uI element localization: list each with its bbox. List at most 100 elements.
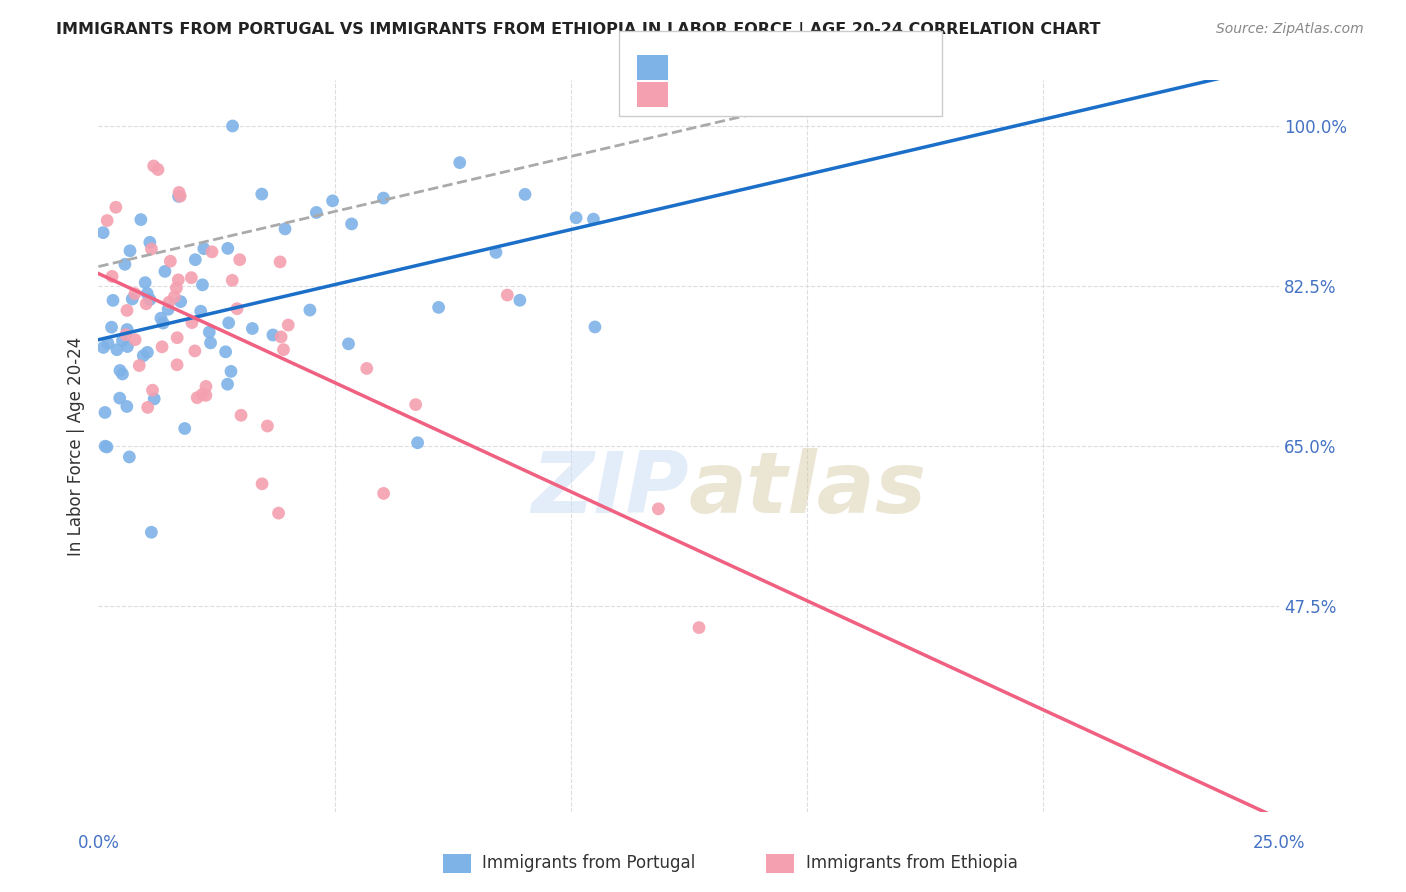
Point bbox=[134, 276, 156, 290]
Point bbox=[157, 295, 180, 310]
Point bbox=[427, 301, 450, 315]
Point bbox=[142, 159, 165, 173]
Text: Immigrants from Portugal: Immigrants from Portugal bbox=[482, 855, 696, 872]
Point bbox=[181, 316, 204, 330]
Point bbox=[373, 486, 395, 500]
Point bbox=[356, 361, 378, 376]
Point bbox=[201, 244, 224, 259]
Text: 67: 67 bbox=[845, 59, 868, 77]
Point bbox=[166, 358, 188, 372]
Point bbox=[167, 189, 190, 203]
Point bbox=[93, 341, 115, 355]
Point bbox=[262, 328, 284, 343]
Point bbox=[219, 364, 242, 378]
Point bbox=[273, 343, 295, 357]
Point bbox=[115, 400, 138, 414]
Y-axis label: In Labor Force | Age 20-24: In Labor Force | Age 20-24 bbox=[66, 336, 84, 556]
Point bbox=[565, 211, 588, 225]
Point bbox=[250, 476, 273, 491]
Point bbox=[167, 186, 190, 200]
Point bbox=[298, 303, 321, 318]
Point bbox=[167, 273, 190, 287]
Point bbox=[305, 205, 328, 219]
Text: 0.0%: 0.0% bbox=[77, 834, 120, 852]
Point bbox=[217, 377, 239, 392]
Text: ZIP: ZIP bbox=[531, 449, 689, 532]
Point bbox=[153, 264, 176, 278]
Point bbox=[194, 388, 217, 402]
Point bbox=[191, 277, 214, 292]
Point bbox=[688, 621, 710, 635]
Point bbox=[582, 212, 605, 227]
Point bbox=[340, 217, 363, 231]
Point bbox=[124, 286, 146, 301]
Point bbox=[226, 301, 249, 316]
Point bbox=[200, 335, 222, 350]
Point bbox=[91, 226, 114, 240]
Point bbox=[96, 440, 118, 454]
Point bbox=[141, 383, 163, 397]
Point bbox=[221, 273, 243, 287]
Point bbox=[270, 330, 292, 344]
Point bbox=[104, 200, 127, 214]
Point bbox=[513, 187, 536, 202]
Point bbox=[141, 242, 163, 256]
Point bbox=[405, 398, 427, 412]
Point bbox=[146, 162, 169, 177]
Point bbox=[143, 392, 166, 406]
Point bbox=[186, 391, 208, 405]
Point bbox=[108, 363, 131, 377]
Point bbox=[449, 155, 471, 169]
Point bbox=[229, 409, 252, 423]
Point bbox=[228, 252, 250, 267]
Point bbox=[117, 339, 139, 353]
Point bbox=[136, 401, 159, 415]
Point bbox=[256, 419, 278, 434]
Point bbox=[118, 450, 141, 464]
Point bbox=[111, 367, 134, 381]
Point bbox=[269, 255, 291, 269]
Point bbox=[198, 325, 221, 339]
Point bbox=[169, 189, 191, 203]
Point bbox=[121, 292, 143, 306]
Point bbox=[240, 321, 263, 335]
Point bbox=[149, 311, 172, 326]
Text: 0.236: 0.236 bbox=[717, 59, 776, 77]
Point bbox=[337, 336, 360, 351]
Text: IMMIGRANTS FROM PORTUGAL VS IMMIGRANTS FROM ETHIOPIA IN LABOR FORCE | AGE 20-24 : IMMIGRANTS FROM PORTUGAL VS IMMIGRANTS F… bbox=[56, 22, 1101, 38]
Point bbox=[373, 191, 395, 205]
Text: 49: 49 bbox=[845, 86, 869, 103]
Point bbox=[190, 304, 212, 318]
Point bbox=[115, 303, 138, 318]
Point bbox=[101, 269, 124, 284]
Point bbox=[496, 288, 519, 302]
Text: R =: R = bbox=[679, 59, 716, 77]
Point bbox=[277, 318, 299, 332]
Point bbox=[105, 343, 128, 357]
Point bbox=[136, 286, 159, 301]
Text: Source: ZipAtlas.com: Source: ZipAtlas.com bbox=[1216, 22, 1364, 37]
Text: atlas: atlas bbox=[689, 449, 927, 532]
Point bbox=[217, 241, 239, 255]
Point bbox=[406, 435, 429, 450]
Point bbox=[94, 439, 117, 453]
Point bbox=[97, 336, 120, 351]
Point bbox=[509, 293, 531, 308]
Point bbox=[101, 293, 124, 308]
Point bbox=[124, 333, 146, 347]
Text: N =: N = bbox=[799, 86, 846, 103]
Point bbox=[108, 391, 131, 405]
Point bbox=[141, 525, 163, 540]
Point bbox=[194, 379, 217, 393]
Point bbox=[180, 270, 202, 285]
Point bbox=[128, 359, 150, 373]
Point bbox=[132, 349, 155, 363]
Point bbox=[96, 213, 118, 227]
Point bbox=[136, 345, 159, 359]
Point bbox=[218, 316, 240, 330]
Point bbox=[150, 340, 173, 354]
Text: Immigrants from Ethiopia: Immigrants from Ethiopia bbox=[806, 855, 1018, 872]
Point bbox=[114, 257, 136, 271]
Point bbox=[94, 405, 117, 419]
Point bbox=[129, 212, 152, 227]
